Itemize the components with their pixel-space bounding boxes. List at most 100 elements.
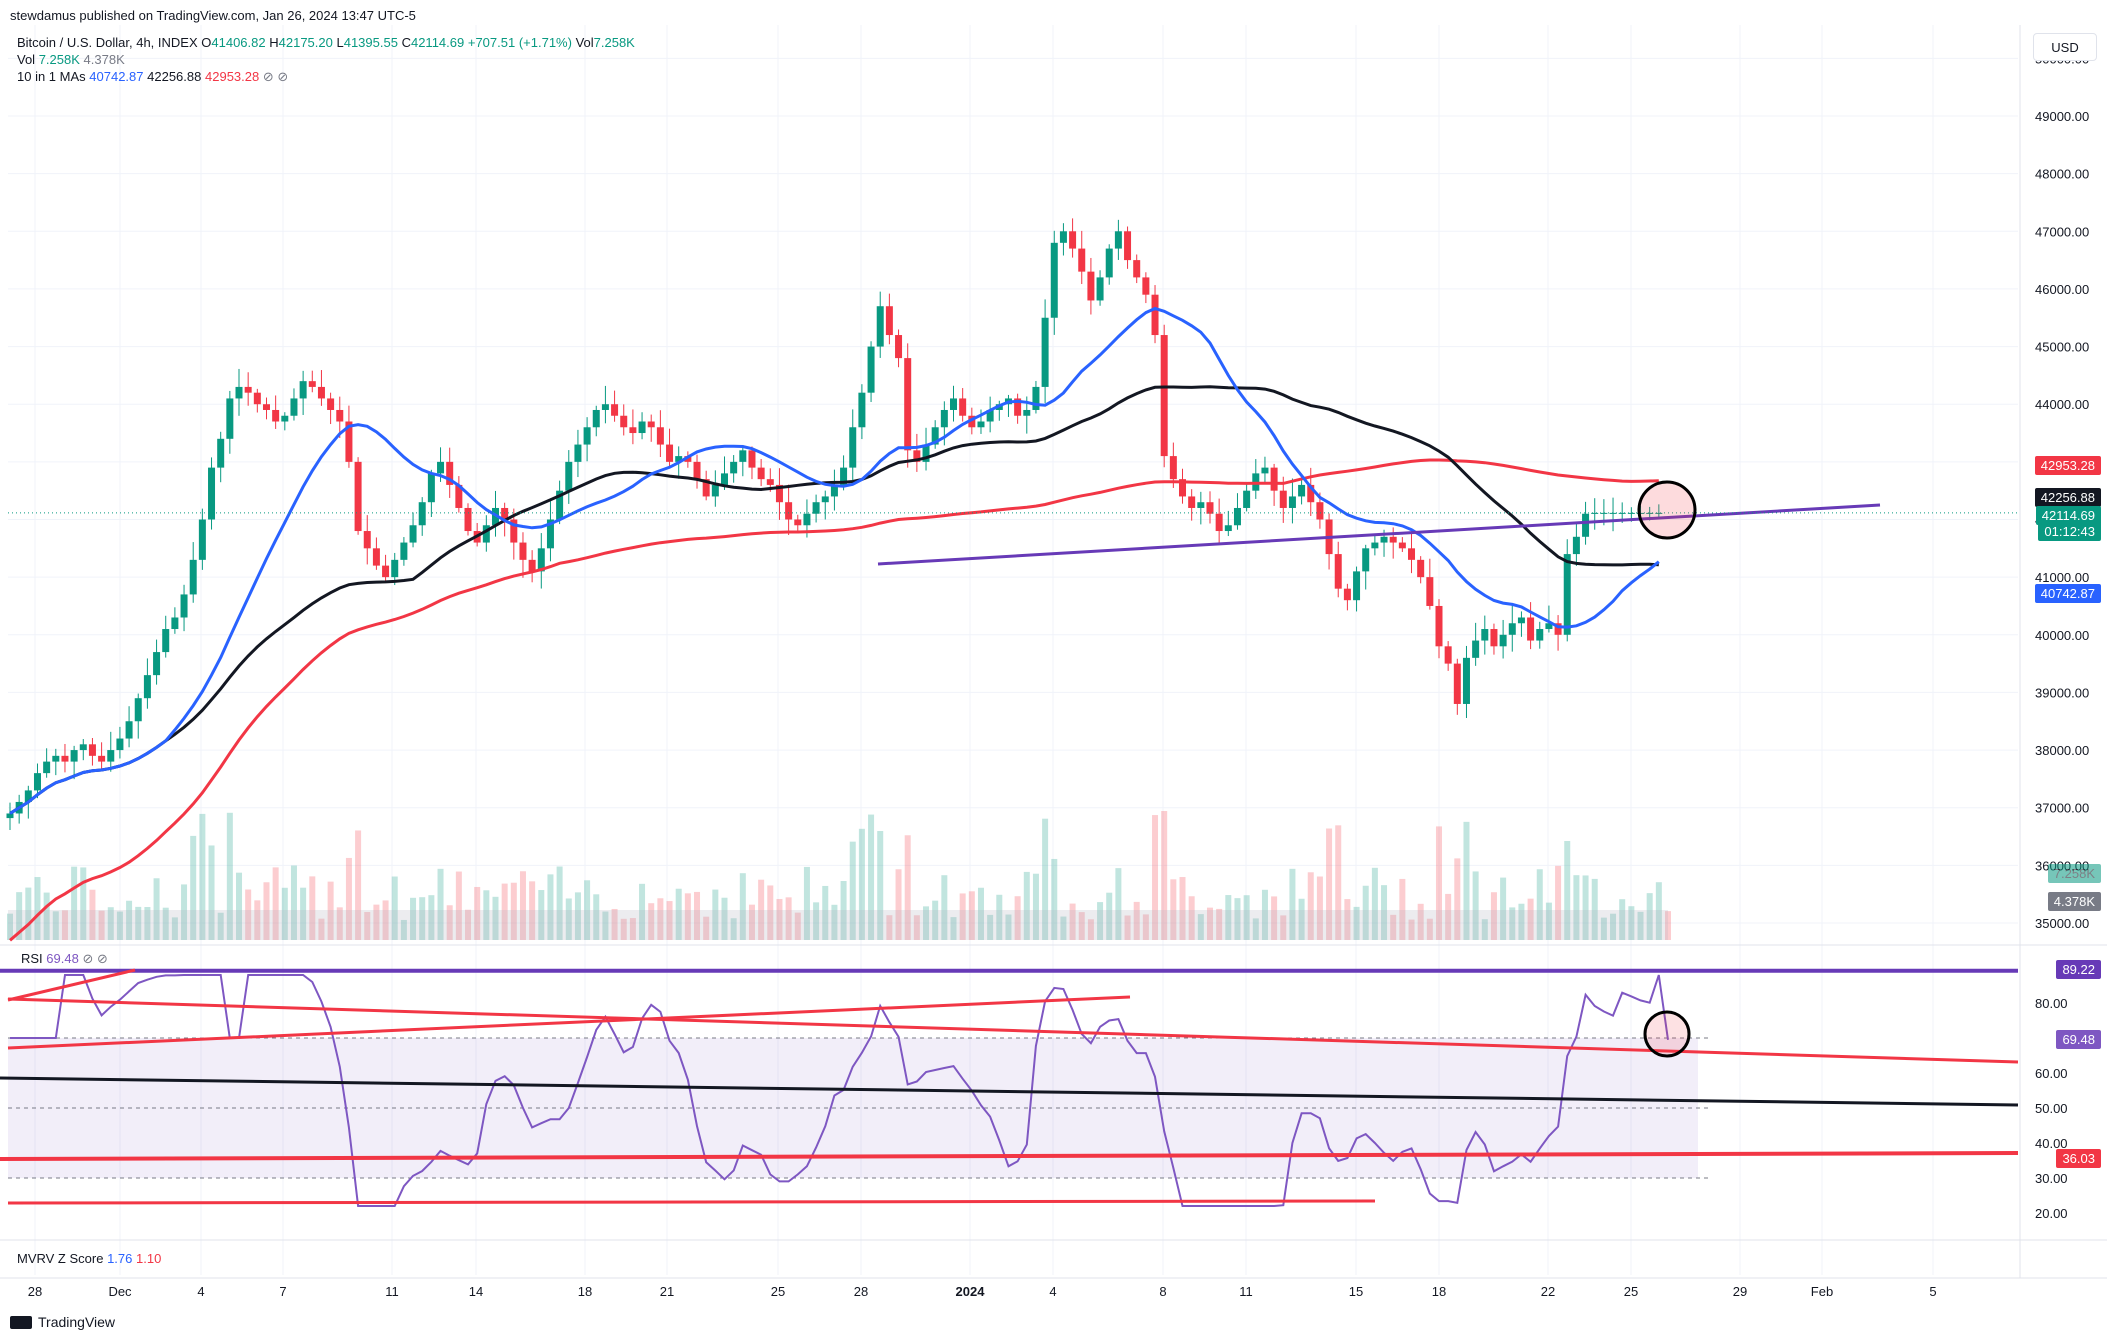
candle-body — [656, 427, 664, 445]
volume-bar — [565, 898, 572, 940]
ma1-value: 40742.87 — [89, 69, 144, 84]
volume-bar — [1536, 869, 1543, 940]
candle-body — [592, 409, 600, 428]
volume-bar — [556, 866, 563, 940]
volume-bar — [355, 830, 362, 940]
candle-body — [766, 479, 774, 485]
candle-body — [1316, 502, 1324, 520]
volume-legend[interactable]: Vol 7.258K 4.378K — [17, 52, 125, 67]
candle-body — [1270, 467, 1278, 491]
candle-body — [1160, 335, 1168, 457]
candle-body — [885, 306, 893, 336]
volume-bar — [712, 889, 719, 940]
candle-body — [675, 456, 683, 462]
rsi-value-tag: 69.48 — [2056, 1030, 2101, 1049]
candle-body — [647, 421, 655, 428]
x-tick-label: 28 — [28, 1284, 42, 1299]
x-tick-label: 8 — [1159, 1284, 1166, 1299]
rsi-highlight-circle — [1643, 1010, 1691, 1058]
rsi-legend[interactable]: RSI 69.48 ⊘ ⊘ — [17, 951, 112, 967]
low-value: 41395.55 — [343, 35, 398, 50]
volume-bar — [904, 835, 911, 940]
candle-body — [1343, 588, 1351, 601]
volume-bar — [1051, 858, 1058, 940]
candle-body — [1078, 248, 1086, 272]
volume-bar — [455, 871, 462, 940]
volume-bar — [840, 881, 847, 940]
volume-bar — [1142, 914, 1149, 940]
candle-body — [931, 427, 939, 445]
volume-bar — [419, 897, 426, 940]
close-value: 42114.69 — [410, 35, 465, 50]
volume-bar — [1023, 871, 1030, 940]
volume-bar — [318, 918, 325, 940]
currency-button[interactable]: USD — [2033, 33, 2097, 61]
ma-legend[interactable]: 10 in 1 MAs 40742.87 42256.88 42953.28 ⊘… — [17, 69, 288, 85]
candle-body — [720, 473, 728, 485]
volume-bar — [153, 878, 160, 940]
rsi-lower-tag: 36.03 — [2056, 1149, 2101, 1168]
volume-bar — [1527, 898, 1534, 940]
volume-bar — [1115, 868, 1122, 940]
volume-bar — [1481, 919, 1488, 940]
mvrv-legend[interactable]: MVRV Z Score 1.76 1.10 — [17, 1251, 161, 1266]
candle-body — [400, 542, 408, 560]
candle-body — [537, 548, 545, 572]
rsi-visibility-icon[interactable]: ⊘ ⊘ — [82, 951, 108, 966]
candle-body — [1023, 409, 1031, 416]
volume-bar — [71, 866, 78, 940]
candle-body — [290, 398, 298, 416]
candle-body — [1298, 484, 1306, 497]
volume-bar — [1234, 898, 1241, 940]
candle-body — [253, 392, 261, 405]
volume-bar — [648, 903, 655, 940]
candle-body — [1655, 512, 1663, 514]
candle-body — [867, 346, 875, 393]
volume-bar — [1032, 873, 1039, 940]
candle-body — [1462, 657, 1470, 704]
candle-body — [427, 473, 435, 503]
volume-bar — [868, 814, 875, 940]
volume-bar — [721, 897, 728, 940]
volume-bar — [263, 882, 270, 940]
volume-bar — [25, 887, 32, 940]
x-tick-label: 25 — [1624, 1284, 1638, 1299]
candle-body — [950, 398, 958, 410]
candle-body — [1041, 317, 1049, 387]
candle-body — [70, 750, 78, 762]
volume-bar — [208, 845, 215, 940]
volume-bar — [510, 882, 517, 940]
volume-bar — [171, 917, 178, 940]
visibility-icon[interactable]: ⊘ ⊘ — [262, 69, 289, 84]
candle-body — [125, 721, 133, 739]
candle-body — [1124, 231, 1132, 261]
candle-body — [464, 507, 472, 532]
candle-body — [1288, 496, 1296, 508]
x-tick-label: 28 — [854, 1284, 868, 1299]
ma3-price-tag: 42953.28 — [2034, 456, 2101, 475]
volume-bar — [373, 904, 380, 940]
candle-body — [730, 461, 738, 474]
y-tick-label: 41000.00 — [2035, 570, 2089, 585]
candle-body — [501, 507, 509, 520]
publisher-line: stewdamus published on TradingView.com, … — [10, 8, 416, 23]
volume-bar — [1252, 918, 1259, 940]
volume-bar — [465, 909, 472, 940]
volume-bar — [1490, 892, 1497, 940]
candle-body — [1453, 663, 1461, 704]
candle-body — [748, 450, 756, 468]
volume-bar — [1573, 875, 1580, 940]
volume-bar — [1097, 902, 1104, 940]
candle-body — [437, 461, 445, 474]
volume-bar — [730, 918, 737, 940]
candle-body — [620, 415, 628, 428]
volume-bar — [1353, 906, 1360, 940]
vol-a-tag: 7.258K — [2047, 864, 2101, 883]
volume-bar — [217, 912, 224, 940]
change-value: +707.51 (+1.71%) — [467, 35, 572, 50]
tradingview-logo[interactable]: TradingView — [10, 1314, 115, 1330]
volume-bar — [1206, 907, 1213, 940]
volume-bar — [61, 910, 68, 940]
y-tick-label: 37000.00 — [2035, 801, 2089, 816]
